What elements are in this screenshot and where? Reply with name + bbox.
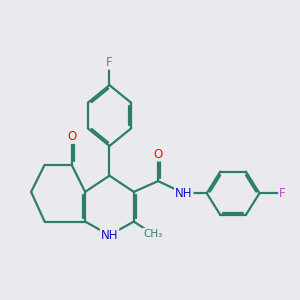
Text: NH: NH <box>101 229 118 242</box>
Text: NH: NH <box>175 187 193 200</box>
Text: CH₃: CH₃ <box>143 229 162 239</box>
Text: O: O <box>154 148 163 160</box>
Text: F: F <box>106 56 113 69</box>
Text: O: O <box>67 130 76 143</box>
Text: F: F <box>279 187 286 200</box>
